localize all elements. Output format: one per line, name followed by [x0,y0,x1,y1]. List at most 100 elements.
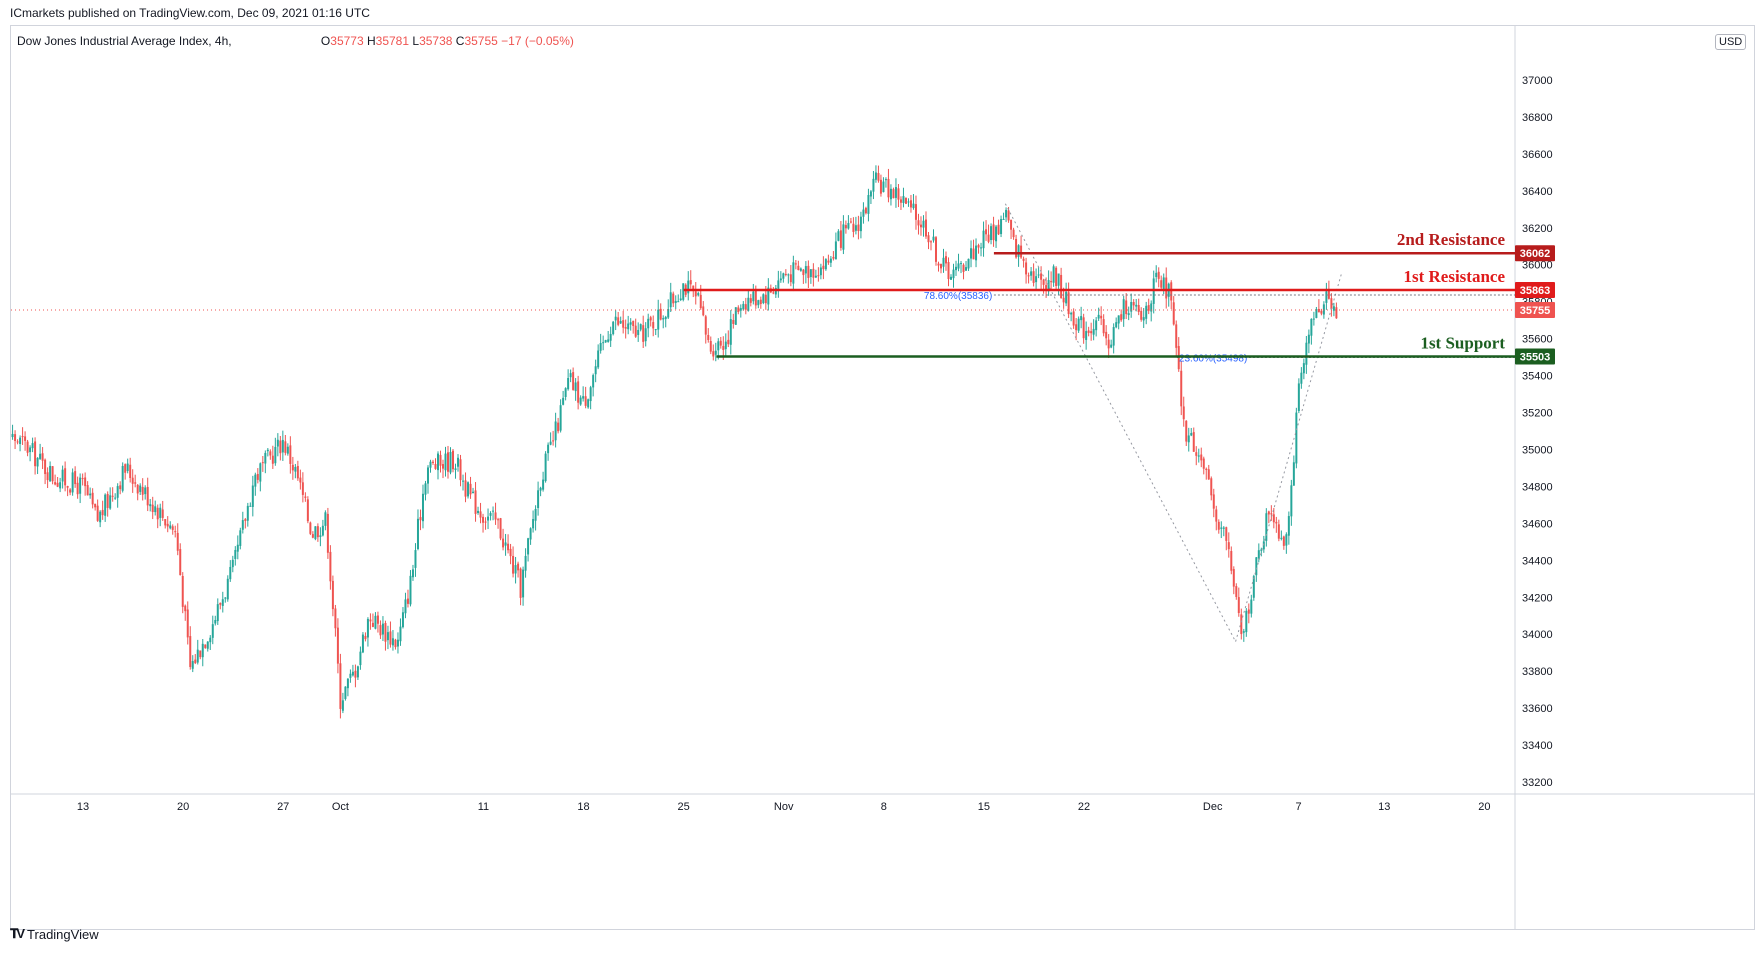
candle-body [1282,536,1285,546]
candle-body [504,542,507,546]
candle-body [694,291,697,297]
candle-body [1102,319,1105,334]
candle-body [376,615,379,624]
tradingview-logo[interactable]: 𝐓V TradingView [10,926,99,942]
candle-body [59,482,62,489]
candle-body [176,532,179,551]
candle-body [239,530,242,546]
candle-body [522,569,525,598]
candle-body [264,452,267,464]
candle-body [449,451,452,473]
candle-body [329,551,332,582]
candle-body [1220,527,1223,529]
candle-body [517,563,520,571]
candle-body [1210,478,1213,496]
candle-body [1320,310,1323,314]
candle-body [1075,324,1078,331]
price-tick-label: 34200 [1522,592,1553,604]
candle-body [854,225,857,231]
candle-body [839,230,842,248]
candle-body [1052,266,1055,283]
candle-body [306,499,309,522]
candle-body [1217,521,1220,530]
candle-body [321,525,324,536]
candle-body [594,366,597,375]
candle-body [319,535,322,537]
candle-body [542,479,545,490]
candle-body [897,188,900,200]
candle-body [502,538,505,548]
candle-body [1000,219,1003,235]
candle-body [537,490,540,509]
candle-body [659,308,662,320]
candle-body [171,526,174,530]
candle-body [1242,631,1245,633]
candle-body [454,468,457,471]
candle-body [627,323,630,330]
candle-body [439,454,442,466]
candle-body [1317,308,1320,313]
candle-body [356,666,359,678]
candle-body [1120,314,1123,321]
high-value: 35781 [375,34,410,48]
candle-body [784,273,787,275]
candle-body [389,631,392,645]
candle-body [196,649,199,663]
candle-body [141,486,144,495]
candle-body [251,485,254,507]
candle-body [452,450,455,470]
currency-button[interactable]: USD [1715,34,1747,50]
candle-body [184,605,187,612]
candle-body [662,318,665,320]
candle-body [129,464,132,479]
candle-body [1040,273,1043,280]
candle-body [0,428,1,437]
change-value: −17 (−0.05%) [501,34,574,48]
candle-body [181,575,184,607]
candle-body [970,248,973,259]
candle-body [972,248,975,260]
candle-body [109,495,112,509]
candle-body [667,309,670,318]
candle-body [274,446,277,464]
candle-body [64,468,67,486]
candle-body [1207,469,1210,480]
candle-body [169,525,172,529]
candle-body [164,519,167,526]
candle-body [982,230,985,249]
candle-body [349,673,352,678]
candle-body [1125,300,1128,315]
candle-body [929,241,932,243]
candle-body [734,307,737,325]
level-name-label: 2nd Resistance [1397,230,1506,249]
candle-body [1295,412,1298,464]
candle-body [892,189,895,199]
candle-body [995,226,998,242]
candle-body [474,490,477,514]
candle-body [1070,312,1073,315]
candle-body [797,265,800,271]
candle-body [179,549,182,576]
candle-body [687,280,690,294]
candle-body [940,264,942,269]
candle-body [955,266,958,271]
candle-body [204,644,207,648]
level-price-tag-label: 35863 [1520,285,1551,297]
candle-body [922,220,925,228]
candle-body [414,550,417,568]
candle-body [1202,458,1205,469]
candle-body [74,471,77,485]
time-tick-label: 13 [1378,801,1390,813]
candle-body [286,446,289,454]
candle-body [119,485,122,490]
candle-body [799,268,802,271]
level-price-tag [1515,245,1555,262]
candle-body [1332,306,1335,311]
candle-body [532,519,535,529]
candle-body [194,659,197,664]
candle-body [331,580,334,610]
candle-body [589,387,592,402]
candle-body [1275,521,1278,524]
candle-body [366,618,369,638]
